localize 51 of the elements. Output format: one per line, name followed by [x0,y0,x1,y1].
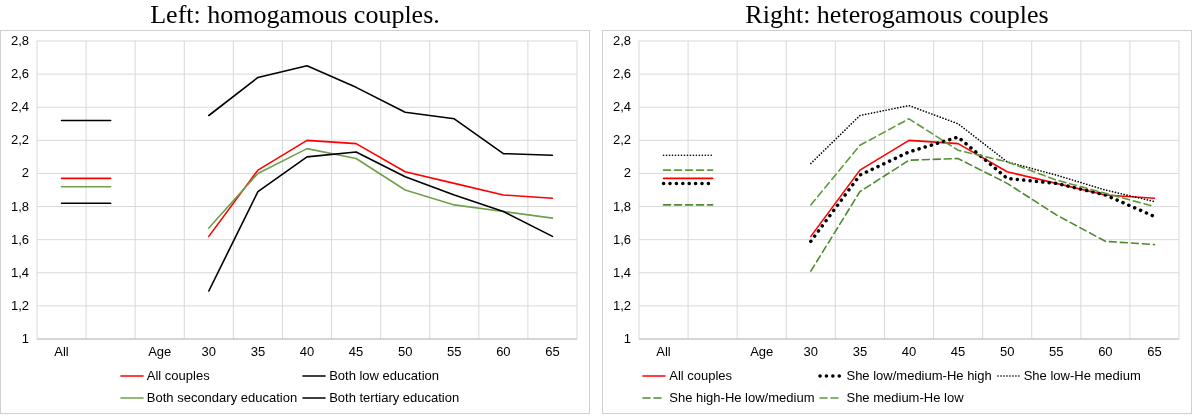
chart-title: Right: heterogamous couples [744,0,1050,30]
legend-label: Both tertiary education [329,389,460,407]
y-tick-label: 2,6 [10,66,29,82]
x-tick-label: 50 [397,344,413,360]
y-tick-label: 2,2 [10,132,29,148]
x-tick-label: 35 [852,344,868,360]
x-tick-label: 45 [348,344,364,360]
y-tick-label: 2 [623,165,631,181]
legend-label: She low-He medium [1023,367,1141,385]
y-tick-label: 2,2 [612,132,631,148]
legend-label: All couples [146,367,210,385]
legend-label: All couples [669,367,733,385]
y-tick-label: 1,2 [10,297,29,313]
y-tick-label: 2,6 [612,66,631,82]
x-tick-label: 65 [545,344,560,360]
x-tick-label: 40 [901,344,917,360]
x-tick-label: All [54,344,69,360]
x-tick-label: Age [148,344,172,360]
x-tick-label: 50 [999,344,1015,360]
y-tick-label: 1,2 [612,297,631,313]
x-tick-label: All [656,344,671,360]
x-tick-label: 60 [496,344,511,360]
y-tick-label: 1 [21,331,29,346]
x-tick-label: Age [750,344,774,360]
y-tick-label: 2 [21,165,29,181]
x-tick-label: 55 [1049,344,1064,360]
x-tick-label: 65 [1147,344,1162,360]
x-tick-label: 35 [250,344,266,360]
legend-label: She low/medium-He high [846,367,992,385]
chart-title: Left: homogamous couples. [149,0,441,30]
y-tick-label: 1 [623,331,631,346]
y-tick-label: 2,8 [612,33,631,48]
legend-label: Both low education [329,367,439,385]
legend-label: Both secondary education [146,389,298,407]
x-tick-label: 45 [950,344,966,360]
x-tick-label: 30 [201,344,217,360]
y-tick-label: 1,8 [612,198,631,214]
y-tick-label: 1,4 [10,264,29,280]
y-tick-label: 1,4 [612,264,631,280]
y-tick-label: 1,8 [10,198,29,214]
x-tick-label: 30 [803,344,819,360]
y-tick-label: 2,4 [10,99,29,115]
x-tick-label: 55 [447,344,462,360]
y-tick-label: 1,6 [10,231,29,247]
x-tick-label: 60 [1098,344,1113,360]
legend-label: She medium-He low [846,389,964,407]
y-tick-label: 1,6 [612,231,631,247]
legend-label: She high-He low/medium [669,389,815,407]
y-tick-label: 2,4 [612,99,631,115]
x-tick-label: 40 [299,344,315,360]
y-tick-label: 2,8 [10,33,29,48]
